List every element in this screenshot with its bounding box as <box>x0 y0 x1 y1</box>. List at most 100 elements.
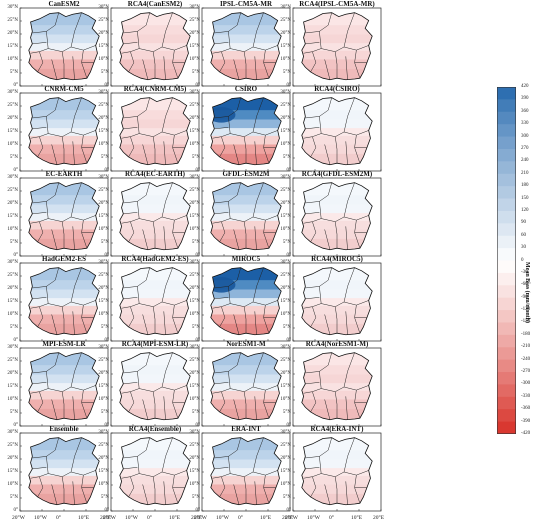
lat-label: 5°N <box>100 240 109 245</box>
country-border <box>72 396 75 420</box>
lat-label: 20°N <box>98 31 109 36</box>
country-border <box>303 286 322 309</box>
colorbar-tick-label: 0 <box>521 257 524 263</box>
map-panel <box>110 432 200 512</box>
panel-title: MIROC5 <box>231 255 261 263</box>
lat-label: 25°N <box>98 358 109 363</box>
country-border <box>334 136 338 164</box>
lat-label: 25°N <box>7 273 18 278</box>
country-border <box>254 141 257 165</box>
country-border <box>305 267 332 289</box>
colorbar-tick-label: 30 <box>521 245 526 251</box>
colorbar-segment <box>497 223 516 237</box>
country-border <box>214 382 229 385</box>
country-border <box>152 51 156 79</box>
lat-label: 0° <box>195 253 201 258</box>
colorbar-segment <box>497 248 516 261</box>
country-border <box>32 97 59 119</box>
colorbar-tick-label: -30 <box>521 269 528 275</box>
lon-label: 10°W <box>307 515 320 521</box>
lat-label: 15°N <box>98 214 109 219</box>
lat-label: 5°N <box>191 70 200 75</box>
lat-label: 5°N <box>282 495 291 500</box>
lat-label: 15°N <box>7 384 18 389</box>
country-border <box>345 141 348 165</box>
lat-label: 10°N <box>98 397 109 402</box>
country-border <box>324 314 331 335</box>
coastline <box>301 352 373 421</box>
lon-label: 20°E <box>100 515 112 521</box>
map-panel <box>19 262 109 342</box>
country-border <box>243 476 247 504</box>
country-border <box>219 136 226 158</box>
country-border <box>233 484 240 505</box>
colorbar-tick-label: -90 <box>521 294 528 300</box>
map-panel <box>19 432 109 512</box>
lat-label: 30°N <box>280 90 291 95</box>
colorbar-segment <box>497 161 516 175</box>
country-border <box>214 467 229 470</box>
country-border <box>37 306 44 328</box>
colorbar-tick-label: 120 <box>521 207 529 213</box>
colorbar-tick-label: -60 <box>521 282 528 288</box>
country-border <box>61 391 65 419</box>
panel-title: IPSL-CM5A-MR <box>219 0 273 8</box>
lat-label: 5°N <box>282 410 291 415</box>
country-border <box>334 476 338 504</box>
country-border <box>72 481 75 505</box>
country-border <box>51 144 58 165</box>
country-border <box>303 371 322 394</box>
lat-label: 25°N <box>189 443 200 448</box>
colorbar-segment <box>497 322 516 336</box>
coastline <box>301 97 373 166</box>
lat-label: 25°N <box>98 103 109 108</box>
country-border <box>214 42 229 45</box>
colorbar-segment <box>497 136 516 150</box>
country-border <box>219 391 226 413</box>
country-border <box>123 467 138 470</box>
country-border <box>70 300 96 306</box>
coastline <box>28 437 100 506</box>
coastline <box>119 267 191 336</box>
lat-label: 20°N <box>7 201 18 206</box>
country-border <box>254 396 257 420</box>
country-border <box>303 31 322 54</box>
map-panel <box>201 177 291 257</box>
map-panel <box>292 177 382 257</box>
lat-label: 10°N <box>98 142 109 147</box>
country-border <box>324 59 331 80</box>
country-border <box>305 352 332 374</box>
lat-label: 25°N <box>7 103 18 108</box>
country-border <box>37 391 44 413</box>
country-border <box>30 286 49 309</box>
lon-label: 20°E <box>373 515 385 521</box>
country-border <box>51 229 58 250</box>
lat-label: 20°N <box>189 201 200 206</box>
country-border <box>254 226 257 250</box>
lat-label: 30°N <box>280 175 291 180</box>
lat-label: 5°N <box>282 325 291 330</box>
panel-title: MPI-ESM-LR <box>42 340 86 348</box>
lat-label: 25°N <box>189 188 200 193</box>
map-panel <box>292 7 382 87</box>
lat-label: 30°N <box>98 175 109 180</box>
lat-label: 5°N <box>9 410 18 415</box>
country-border <box>214 297 229 300</box>
country-border <box>72 141 75 165</box>
lat-label: 25°N <box>98 188 109 193</box>
country-border <box>243 391 247 419</box>
panel-title: HadGEM2-ES <box>42 255 86 263</box>
lat-label: 0° <box>195 508 201 513</box>
panel-title: RCA4(Ensemble) <box>128 425 182 433</box>
lat-label: 15°N <box>98 469 109 474</box>
colorbar-segment <box>497 87 516 100</box>
country-border <box>305 467 320 470</box>
lat-label: 5°N <box>191 495 200 500</box>
lat-label: 20°N <box>98 116 109 121</box>
colorbar-segment <box>497 384 516 398</box>
country-border <box>123 382 138 385</box>
lat-label: 20°N <box>7 31 18 36</box>
coastline <box>210 437 282 506</box>
country-border <box>334 51 338 79</box>
panel-title: GFDL-ESM2M <box>222 170 270 178</box>
